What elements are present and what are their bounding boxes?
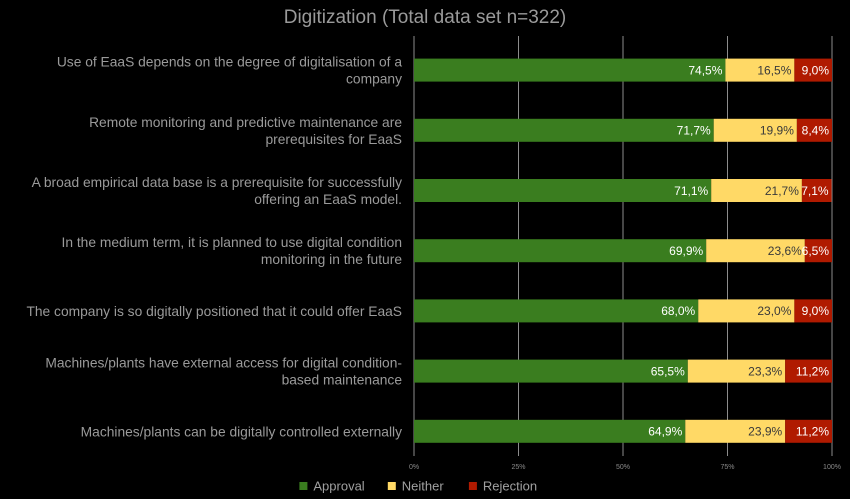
value-label-approval-5: 65,5% xyxy=(651,364,685,378)
bar-approval-4 xyxy=(414,299,699,323)
x-tick-label-2: 50% xyxy=(616,464,630,471)
bars: 74,5% 16,5% 9,0% 71,7% 19,9% 8,4% 71,1% 21,7% 7,… xyxy=(414,58,832,443)
category-label-0-line-0: Use of EaaS depends on the degree of dig… xyxy=(57,55,402,70)
legend-label-approval: Approval xyxy=(313,479,364,494)
category-label-2-line-1: offering an EaaS model. xyxy=(254,192,402,207)
value-label-approval-0: 74,5% xyxy=(688,63,722,77)
value-label-approval-6: 64,9% xyxy=(648,425,682,439)
bar-neither-0 xyxy=(725,58,795,82)
category-label-2-line-0: A broad empirical data base is a prerequ… xyxy=(32,175,403,190)
category-label-1-line-1: prerequisites for EaaS xyxy=(265,132,402,147)
value-label-neither-1: 19,9% xyxy=(760,124,794,138)
bar-approval-0 xyxy=(414,58,726,82)
bar-approval-5 xyxy=(414,359,688,383)
value-label-rejection-6: 11,2% xyxy=(796,425,829,439)
value-label-neither-2: 21,7% xyxy=(765,184,799,198)
x-tick-label-0: 0% xyxy=(409,464,419,471)
value-label-rejection-3: 6,5% xyxy=(802,244,830,258)
value-label-approval-4: 68,0% xyxy=(661,304,695,318)
category-label-6-line-0: Machines/plants can be digitally control… xyxy=(81,424,402,439)
legend-swatch-neither xyxy=(387,482,396,490)
category-label-5-line-0: Machines/plants have external access for… xyxy=(45,356,402,371)
bar-approval-6 xyxy=(414,419,686,443)
value-label-neither-6: 23,9% xyxy=(748,425,782,439)
x-tick-label-1: 25% xyxy=(511,464,525,471)
bar-rejection-1 xyxy=(796,118,832,142)
chart-title: Digitization (Total data set n=322) xyxy=(284,7,567,28)
value-label-rejection-2: 7,1% xyxy=(801,184,829,198)
value-label-approval-3: 69,9% xyxy=(669,244,703,258)
bar-rejection-2 xyxy=(801,179,832,202)
value-label-rejection-0: 9,0% xyxy=(802,63,830,77)
value-label-neither-4: 23,0% xyxy=(757,304,791,318)
category-label-3-line-1: monitoring in the future xyxy=(261,252,402,267)
x-axis-ticks: 0% 25% 50% 75% 100% xyxy=(409,464,841,471)
legend-swatch-approval xyxy=(299,482,308,490)
category-label-4-line-0: The company is so digitally positioned t… xyxy=(26,304,402,319)
x-tick-label-4: 100% xyxy=(823,464,841,471)
bar-approval-1 xyxy=(414,118,714,142)
category-labels: Use of EaaS depends on the degree of dig… xyxy=(26,55,402,440)
bar-neither-2 xyxy=(711,179,802,202)
value-label-rejection-1: 8,4% xyxy=(802,124,830,138)
bar-rejection-3 xyxy=(804,239,832,263)
bar-neither-4 xyxy=(698,299,795,323)
legend: Approval Neither Rejection xyxy=(299,479,537,494)
value-label-rejection-5: 11,2% xyxy=(796,364,829,378)
value-label-neither-0: 16,5% xyxy=(757,63,791,77)
bar-rejection-6 xyxy=(785,419,832,443)
bar-rejection-5 xyxy=(785,359,832,383)
bar-approval-3 xyxy=(414,239,707,263)
category-label-5-line-1: based maintenance xyxy=(282,373,403,388)
legend-label-neither: Neither xyxy=(402,479,445,494)
bar-neither-1 xyxy=(713,118,797,142)
legend-swatch-rejection xyxy=(468,482,477,490)
category-label-3-line-0: In the medium term, it is planned to use… xyxy=(61,235,402,250)
legend-label-rejection: Rejection xyxy=(483,479,537,494)
value-label-approval-2: 71,1% xyxy=(674,184,708,198)
value-label-rejection-4: 9,0% xyxy=(802,304,830,318)
value-label-approval-1: 71,7% xyxy=(677,124,711,138)
value-label-neither-5: 23,3% xyxy=(748,364,782,378)
bar-neither-5 xyxy=(687,359,786,383)
bar-rejection-0 xyxy=(794,58,832,82)
bar-approval-2 xyxy=(414,179,712,202)
bar-neither-3 xyxy=(706,239,805,263)
category-label-0-line-1: company xyxy=(346,72,402,87)
bar-neither-6 xyxy=(685,419,786,443)
category-label-1-line-0: Remote monitoring and predictive mainten… xyxy=(89,115,402,130)
x-tick-label-3: 75% xyxy=(720,464,734,471)
bar-rejection-4 xyxy=(794,299,832,323)
value-label-neither-3: 23,6% xyxy=(768,244,802,258)
